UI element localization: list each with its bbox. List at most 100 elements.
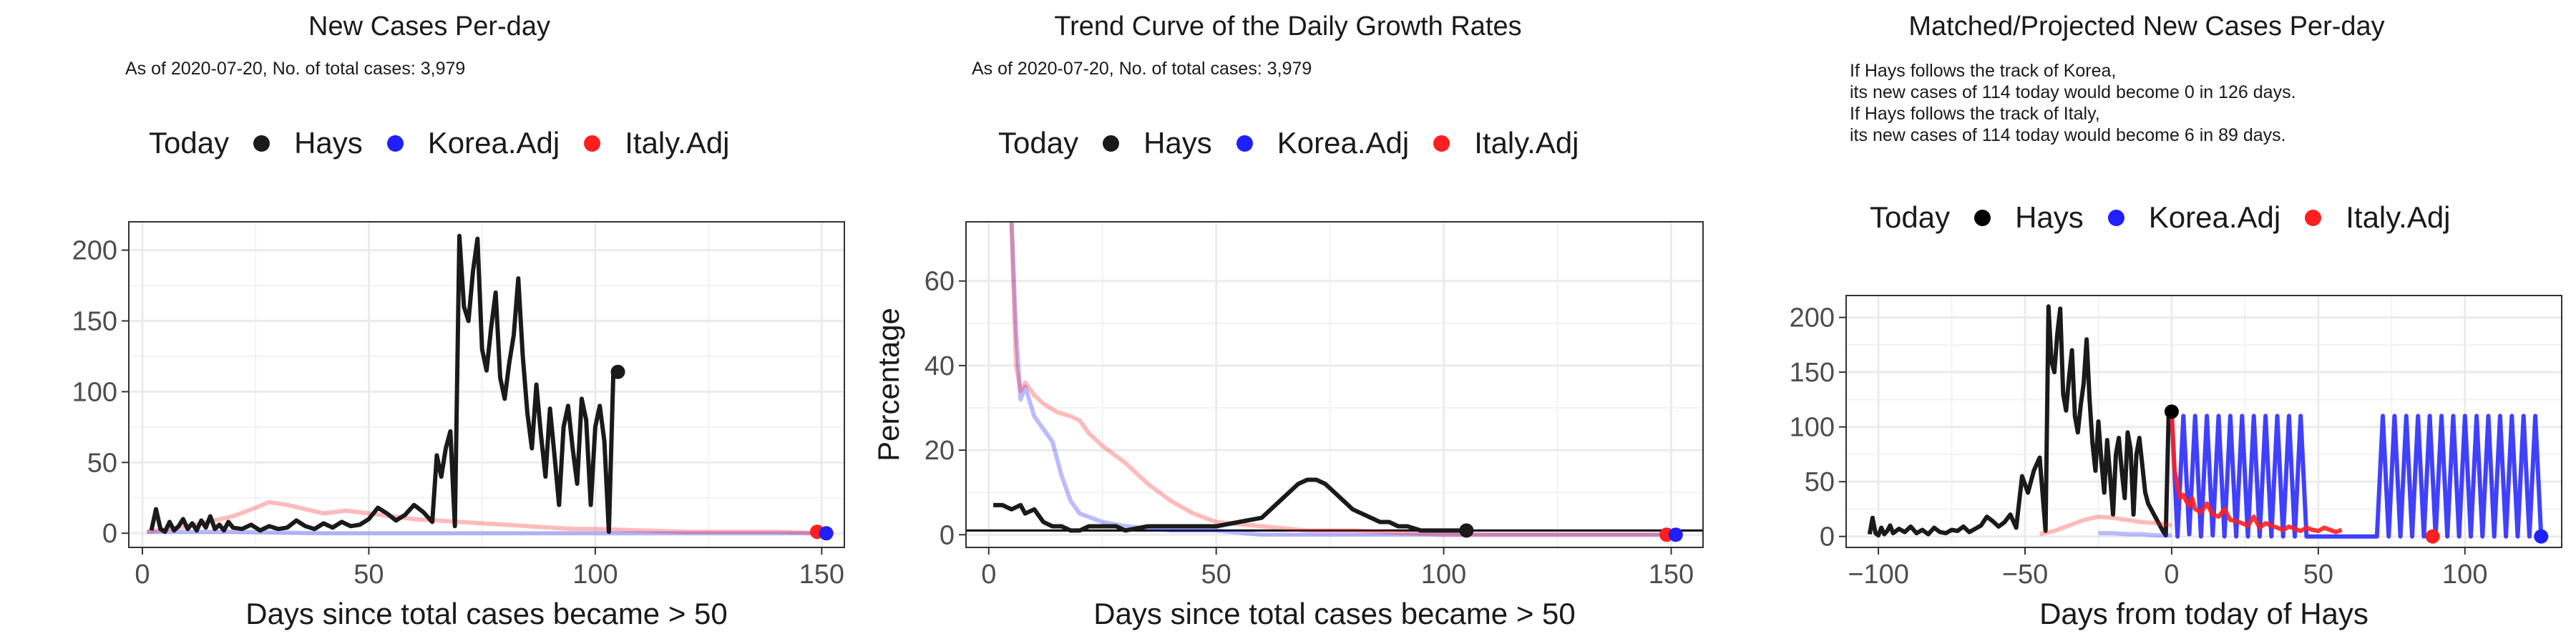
series-line-hays	[993, 477, 1467, 533]
legend-label: Korea.Adj	[427, 126, 560, 160]
plot-border	[1845, 295, 2562, 548]
series-line-hays	[1867, 304, 2172, 538]
series-group	[146, 233, 831, 536]
y-tick-label: 50	[1805, 467, 1835, 497]
y-tick-label: 0	[1820, 522, 1835, 552]
today-point	[610, 364, 625, 379]
plot-projected-cases: −100 −50 0 50 100 0 50 100 150 200 Days from today…	[1790, 295, 2562, 630]
legend-item-hays: Hays	[253, 126, 363, 160]
series-line-italy-adj	[146, 499, 822, 536]
today-point	[2164, 404, 2179, 419]
legend-label: Korea.Adj	[1277, 126, 1410, 160]
x-axis-title: Days from today of Hays	[2039, 597, 2368, 630]
legend-title: Today	[1870, 200, 1951, 234]
legend-dot-icon	[2305, 209, 2322, 226]
legend: Today Hays Korea.Adj Italy.Adj	[998, 126, 1604, 160]
plot-border	[965, 221, 1704, 548]
legend-item-korea: Korea.Adj	[1236, 126, 1409, 160]
legend-dot-icon	[1974, 209, 1991, 226]
today-point	[2534, 529, 2549, 544]
series-line-korea-adj	[2169, 411, 2544, 539]
y-tick-label: 100	[1790, 413, 1835, 443]
legend-dot-icon	[1236, 135, 1253, 152]
today-point	[2425, 529, 2440, 544]
chart-subtitle: As of 2020-07-20, No. of total cases: 3,…	[125, 59, 466, 79]
x-axis-title: Days since total cases became > 50	[245, 597, 728, 630]
y-tick-label: 0	[940, 520, 955, 550]
series-line-italy-adj	[1009, 222, 1672, 537]
x-tick-label: 150	[799, 560, 844, 590]
x-tick-label: 0	[981, 560, 996, 590]
y-tick-label: 40	[924, 351, 955, 381]
legend-label: Hays	[1143, 126, 1212, 160]
y-tick-label: 150	[1790, 358, 1835, 388]
legend-item-hays: Hays	[1103, 126, 1212, 160]
y-tick-label: 50	[87, 448, 117, 478]
legend-title: Today	[149, 126, 230, 160]
x-tick-label: 0	[2164, 560, 2179, 590]
legend-title: Today	[998, 126, 1079, 160]
legend: Today Hays Korea.Adj Italy.Adj	[1870, 200, 2475, 235]
panel-projected-cases: Matched/Projected New Cases Per-day If H…	[1717, 0, 2576, 644]
legend-dot-icon	[584, 135, 601, 152]
x-tick-label: 50	[353, 560, 384, 590]
plot-growth-rates: 0 50 100 150 0 20 40 60 Days since total cases b…	[872, 221, 1704, 630]
note-line: If Hays follows the track of Korea,	[1850, 61, 2117, 81]
legend: Today Hays Korea.Adj Italy.Adj	[149, 126, 754, 160]
chart-title: Matched/Projected New Cases Per-day	[1908, 11, 2385, 42]
legend-dot-icon	[1103, 135, 1120, 152]
legend-label: Italy.Adj	[1474, 126, 1579, 160]
legend-label: Italy.Adj	[625, 126, 730, 160]
panel-growth-rates: Trend Curve of the Daily Growth Rates As…	[859, 0, 1717, 644]
x-tick-label: 100	[572, 560, 618, 590]
legend-dot-icon	[1433, 135, 1450, 152]
x-tick-label: 100	[2442, 560, 2487, 590]
legend-label: Hays	[2015, 200, 2084, 234]
legend-item-korea: Korea.Adj	[386, 126, 560, 160]
legend-label: Italy.Adj	[2346, 200, 2451, 234]
x-axis-title: Days since total cases became > 50	[1093, 597, 1576, 630]
projection-note: If Hays follows the track of Korea, its …	[1850, 60, 2296, 146]
legend-item-italy: Italy.Adj	[1433, 126, 1579, 160]
note-line: its new cases of 114 today would become …	[1850, 125, 2286, 145]
y-tick-label: 20	[924, 436, 955, 466]
x-tick-label: 150	[1649, 560, 1694, 590]
plot-background	[966, 222, 1703, 547]
x-tick-label: 100	[1421, 560, 1466, 590]
legend-label: Hays	[294, 126, 363, 160]
y-tick-label: 150	[72, 306, 117, 336]
series-group	[1867, 304, 2544, 539]
legend-label: Korea.Adj	[2148, 200, 2281, 234]
today-point	[1459, 523, 1474, 538]
legend-dot-icon	[386, 135, 404, 152]
note-line: If Hays follows the track of Italy,	[1850, 104, 2100, 124]
chart-subtitle: As of 2020-07-20, No. of total cases: 3,…	[972, 59, 1312, 79]
series-line-korea-adj	[1009, 222, 1681, 537]
x-tick-label: −100	[1848, 560, 1909, 590]
legend-item-italy: Italy.Adj	[584, 126, 730, 160]
series-line-hays	[149, 233, 618, 535]
x-tick-label: 50	[1201, 560, 1231, 590]
legend-dot-icon	[253, 135, 270, 152]
y-tick-label: 200	[1790, 303, 1835, 333]
series-line-korea-adj	[147, 530, 831, 536]
series-line-italy-adj	[2169, 411, 2343, 535]
y-tick-label: 0	[102, 519, 117, 549]
panel-new-cases: New Cases Per-day As of 2020-07-20, No. …	[0, 0, 859, 644]
series-line-korea-adj-history-	[2098, 531, 2172, 538]
today-point	[1668, 527, 1683, 542]
series-group	[966, 222, 1703, 537]
note-line: its new cases of 114 today would become …	[1850, 82, 2296, 102]
legend-item-hays: Hays	[1974, 200, 2084, 235]
legend-item-korea: Korea.Adj	[2107, 200, 2281, 235]
chart-title: New Cases Per-day	[308, 11, 550, 42]
plot-background	[129, 222, 844, 547]
y-tick-label: 60	[924, 267, 955, 297]
plot-new-cases: 0 50 100 150 0 50 100 150 200 Days since total ca…	[72, 221, 845, 630]
y-axis-title: Percentage	[872, 308, 905, 462]
plot-border	[128, 221, 845, 548]
legend-dot-icon	[2107, 209, 2124, 226]
y-tick-label: 100	[72, 377, 117, 407]
series-line-italy-adj-history-	[2039, 514, 2172, 537]
today-point	[819, 526, 834, 541]
